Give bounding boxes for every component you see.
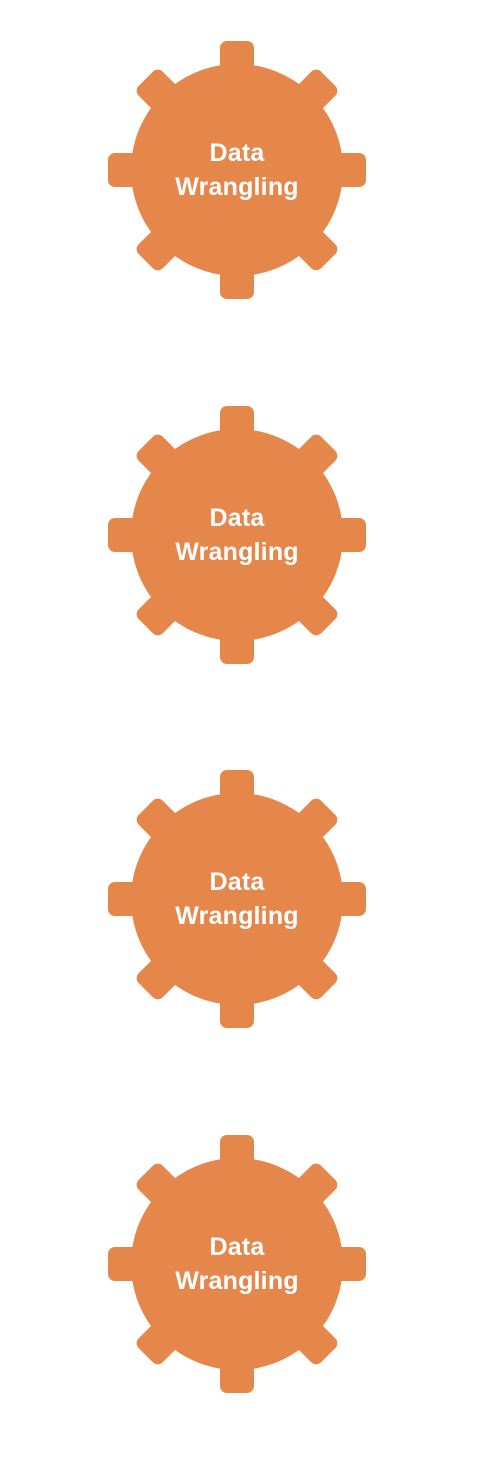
gear-label-line2: Wrangling [175,538,299,566]
gear-tooth [276,574,338,636]
gear-label: Data Wrangling [107,1134,367,1394]
gear-tooth [108,518,168,552]
gear-icon [108,406,366,664]
gear-tooth [136,1303,198,1365]
gear-tooth [220,406,254,466]
gear-label-line1: Data [209,504,265,532]
data-wrangling-gear: Data Wrangling [107,769,367,1029]
gear-label-line2: Wrangling [175,173,299,201]
data-wrangling-gear: Data Wrangling [107,1134,367,1394]
gear-tooth [306,518,366,552]
gear-tooth [276,1303,338,1365]
gear-tooth [306,153,366,187]
gear-icon [108,41,366,299]
gear-tooth [108,882,168,916]
gear-tooth [220,770,254,830]
gear-label: Data Wrangling [107,769,367,1029]
gear-label-line1: Data [209,139,265,167]
gear-tooth [306,882,366,916]
gear-tooth [276,434,338,496]
gear-tooth [220,1333,254,1393]
data-wrangling-gear: Data Wrangling [107,40,367,300]
gear-icon [108,770,366,1028]
gear-tooth [276,798,338,860]
gear-label-line2: Wrangling [175,902,299,930]
gear-tooth [136,69,198,131]
gear-tooth [220,968,254,1028]
gear-label: Data Wrangling [107,405,367,665]
gear-tooth [276,209,338,271]
gear-tooth [108,1247,168,1281]
gear-tooth [220,1135,254,1195]
gear-tooth [108,153,168,187]
gear-label-line1: Data [209,1233,265,1261]
data-wrangling-gear: Data Wrangling [107,405,367,665]
gear-label-line2: Wrangling [175,1267,299,1295]
gear-tooth [306,1247,366,1281]
gear-tooth [136,434,198,496]
gear-tooth [136,1163,198,1225]
gear-tooth [220,41,254,101]
gear-label: Data Wrangling [107,40,367,300]
gear-tooth [136,938,198,1000]
gear-tooth [220,604,254,664]
gear-tooth [136,574,198,636]
gear-tooth [136,209,198,271]
gear-icon [108,1135,366,1393]
gear-label-line1: Data [209,868,265,896]
gear-tooth [276,69,338,131]
gear-tooth [276,1163,338,1225]
gear-tooth [220,239,254,299]
gear-tooth [136,798,198,860]
gear-tooth [276,938,338,1000]
